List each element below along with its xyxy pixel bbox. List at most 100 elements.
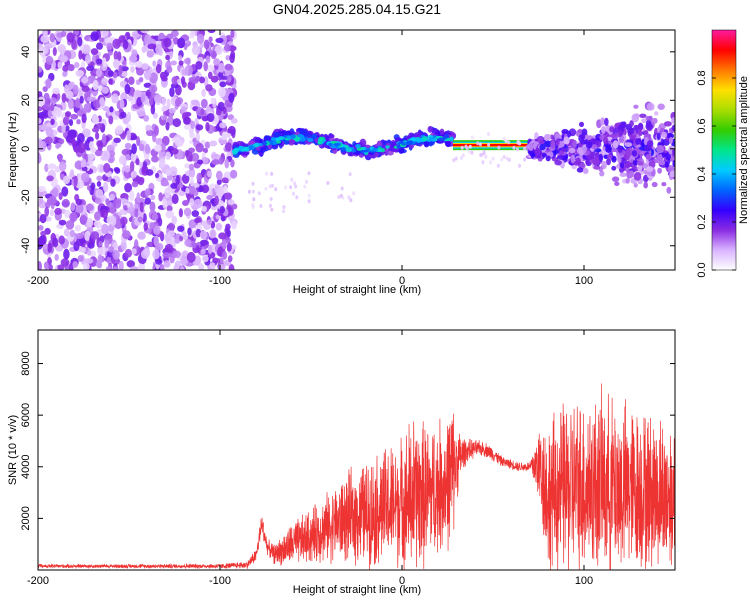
heat-cell-2658 xyxy=(545,155,551,162)
heat-cell-1201 xyxy=(75,198,83,206)
heat-cell-1097 xyxy=(136,136,141,147)
heat-cell-1243 xyxy=(226,75,232,83)
heat-cell-863 xyxy=(40,230,47,237)
heat-cell-740 xyxy=(218,257,224,265)
heat-cell-1249 xyxy=(38,111,47,119)
heat-cell-2414 xyxy=(651,181,658,188)
heat-cell-2287 xyxy=(639,113,647,118)
heat-cell-1382 xyxy=(94,197,102,205)
heat-cell-1050 xyxy=(203,39,210,50)
heat-cell-370 xyxy=(120,240,127,251)
heat-cell-1731 xyxy=(272,131,280,139)
heat-cell-1370 xyxy=(61,198,70,208)
heat-cell-484 xyxy=(149,72,158,84)
heat-cell-2231 xyxy=(657,103,665,110)
heat-cell-2558 xyxy=(669,170,675,178)
heat-cell-2550 xyxy=(551,149,559,155)
heat-cell-1197 xyxy=(79,95,84,104)
heat-cell-1221 xyxy=(209,262,216,270)
heat-cell-1282 xyxy=(69,212,78,222)
heat-cell-2041 xyxy=(507,140,511,145)
heat-cell-2652 xyxy=(582,168,589,174)
heat-cell-1387 xyxy=(44,136,53,145)
colorbar-tick-label: 0.6 xyxy=(696,118,708,133)
heat-cell-764 xyxy=(62,71,68,77)
heat-cell-2598 xyxy=(591,144,598,150)
heat-cell-1290 xyxy=(228,92,235,103)
heat-cell-2536 xyxy=(651,117,658,124)
heat-cell-2493 xyxy=(668,145,674,155)
heat-cell-1369 xyxy=(73,30,80,36)
heat-cell-2590 xyxy=(631,150,637,157)
heat-cell-1296 xyxy=(149,222,156,230)
heat-cell-1260 xyxy=(108,246,115,253)
heat-cell-1234 xyxy=(122,230,131,240)
constant-band-3 xyxy=(452,143,530,147)
heat-cell-918 xyxy=(84,230,91,242)
heat-cell-1384 xyxy=(196,33,205,44)
heat-cell-41 xyxy=(95,42,104,50)
heat-cell-2650 xyxy=(612,140,619,149)
heat-cell-2630 xyxy=(561,147,567,152)
heat-cell-572 xyxy=(52,87,60,95)
heat-cell-628 xyxy=(209,140,218,147)
heat-cell-2647 xyxy=(585,141,593,149)
heat-cell-1138 xyxy=(82,128,91,138)
heat-cell-2592 xyxy=(606,158,611,166)
heat-cell-2522 xyxy=(572,140,577,149)
heat-cell-1029 xyxy=(68,118,74,127)
heat-cell-1356 xyxy=(226,242,232,252)
heat-cell-928 xyxy=(68,263,74,270)
snr-series xyxy=(38,383,675,570)
heat-cell-2545 xyxy=(619,134,625,144)
heat-cell-312 xyxy=(149,201,156,212)
x-tick-label: 0 xyxy=(399,575,405,587)
heat-cell-435 xyxy=(109,106,114,113)
heat-cell-1275 xyxy=(47,242,52,253)
heat-cell-1946 xyxy=(333,142,341,147)
heat-cell-1062 xyxy=(44,201,51,209)
heat-cell-2529 xyxy=(614,181,620,186)
heat-cell-827 xyxy=(131,143,137,155)
heat-cell-1113 xyxy=(56,107,62,118)
heat-cell-1284 xyxy=(101,208,109,219)
y-tick-label: -20 xyxy=(20,189,32,205)
heat-cell-2422 xyxy=(625,177,630,184)
heat-cell-1220 xyxy=(96,58,103,65)
heat-cell-1103 xyxy=(180,255,189,266)
heat-cell-2004 xyxy=(349,198,353,203)
heat-cell-1256 xyxy=(93,221,99,227)
heat-cell-1295 xyxy=(201,98,208,109)
heat-cell-935 xyxy=(125,153,131,161)
heat-cell-2052 xyxy=(470,135,474,140)
heat-cell-976 xyxy=(206,64,215,72)
heat-cell-2025 xyxy=(487,142,491,147)
heat-cell-2350 xyxy=(605,124,610,132)
heat-cell-1335 xyxy=(127,76,135,85)
heat-cell-977 xyxy=(154,172,160,178)
heat-cell-2057 xyxy=(482,151,486,156)
heat-cell-1315 xyxy=(62,175,71,185)
heat-cell-1301 xyxy=(141,46,147,53)
heat-cell-726 xyxy=(127,95,133,102)
heat-cell-1212 xyxy=(181,231,187,240)
y-tick-label: 40 xyxy=(20,46,32,58)
y-tick-label: -40 xyxy=(20,238,32,254)
heat-cell-24 xyxy=(152,60,157,67)
heat-cell-609 xyxy=(202,254,209,263)
heat-cell-1070 xyxy=(185,57,191,66)
heat-cell-1958 xyxy=(356,147,362,151)
x-tick-label: -200 xyxy=(27,275,49,287)
heat-cell-786 xyxy=(224,192,233,200)
heat-cell-669 xyxy=(102,106,110,112)
heat-cell-1355 xyxy=(211,159,220,165)
heat-cell-932 xyxy=(92,79,99,91)
heat-cell-1368 xyxy=(161,76,168,82)
heat-cell-813 xyxy=(214,45,223,56)
heat-cell-1350 xyxy=(200,248,206,255)
heat-cell-1982 xyxy=(307,171,311,176)
heat-cell-2305 xyxy=(578,121,585,128)
heat-cell-1186 xyxy=(150,194,156,201)
